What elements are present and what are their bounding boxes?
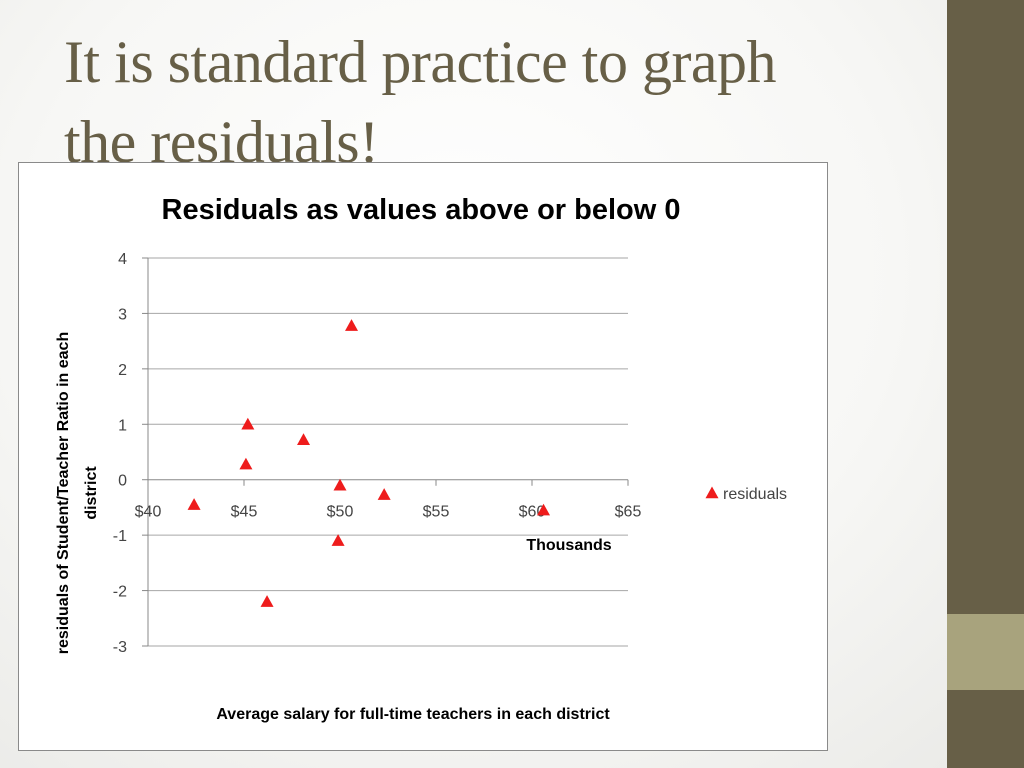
chart-title: Residuals as values above or below 0 [162,194,681,226]
x-tick-label: $65 [615,504,642,521]
x-tick-label: $40 [135,504,162,521]
decorative-side-accent [947,614,1024,690]
x-axis-label: Average salary for full-time teachers in… [216,706,610,723]
residual-scatter-chart: Residuals as values above or below 0 -3-… [55,194,787,723]
data-point [377,488,391,500]
y-tick-label: -2 [113,584,127,601]
data-point [331,534,345,546]
x-tick-label: $55 [423,504,450,521]
data-point [333,478,347,491]
y-tick-label: -1 [113,528,127,545]
y-tick-label: -3 [113,639,127,656]
legend-label-residuals: residuals [723,486,787,503]
data-point [260,595,274,607]
y-axis-label-line-2: district [83,466,100,520]
chart-frame: Residuals as values above or below 0 -3-… [18,162,828,751]
y-tick-label: 0 [118,473,127,490]
y-axis-ticks: -3 -2 -1 0 1 2 3 4 [113,251,148,656]
legend: residuals [705,486,787,503]
data-point [241,417,255,430]
x-axis-unit-label: Thousands [526,537,611,554]
data-point [345,319,359,331]
x-axis-ticks: $40 $45 $50 $55 $60 $65 [135,479,642,521]
x-tick-label: $50 [327,504,354,521]
x-tick-label: $45 [231,504,258,521]
data-point [297,433,311,446]
y-tick-label: 3 [118,306,127,323]
gridlines [147,257,628,647]
legend-marker-residuals [705,486,719,499]
data-points [187,319,551,607]
data-point [537,503,551,516]
data-point [239,457,253,470]
slide-title-line-1: It is standard practice to graph [64,29,777,95]
y-tick-label: 4 [118,251,127,268]
x-tick-label: $60 [519,504,546,521]
y-tick-label: 1 [118,417,127,434]
y-axis-label: residuals of Student/Teacher Ratio in ea… [55,332,100,654]
y-tick-label: 2 [118,362,127,379]
y-axis-label-line-1: residuals of Student/Teacher Ratio in ea… [55,332,72,654]
data-point [187,498,201,510]
slide-title: It is standard practice to graph the res… [64,22,924,182]
